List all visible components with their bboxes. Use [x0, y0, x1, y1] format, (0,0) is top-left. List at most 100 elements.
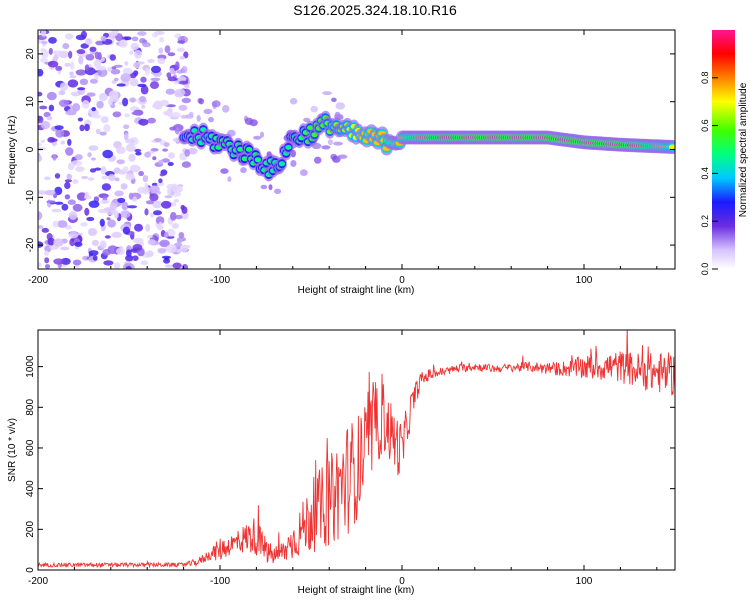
noise-blob	[125, 173, 135, 181]
noise-blob	[113, 64, 123, 68]
noise-blob	[99, 240, 107, 249]
scatter-blob	[181, 97, 191, 104]
noise-blob	[60, 257, 71, 265]
noise-blob	[120, 210, 131, 219]
noise-blob	[109, 201, 118, 211]
y-tick-label: 800	[25, 399, 36, 416]
spectrogram-marks	[38, 30, 675, 269]
noise-blob	[41, 40, 48, 45]
noise-blob	[81, 100, 90, 109]
noise-blob	[71, 160, 83, 167]
noise-blob	[46, 200, 56, 204]
noise-blob	[144, 151, 152, 158]
noise-blob	[174, 88, 186, 96]
noise-blob	[84, 207, 90, 216]
noise-blob	[69, 71, 74, 76]
noise-blob	[61, 203, 69, 211]
scatter-blob	[253, 135, 262, 140]
noise-blob	[108, 90, 119, 100]
noise-blob	[163, 142, 170, 148]
noise-blob	[59, 246, 70, 251]
colorbar-tick-label: 0.8	[700, 72, 710, 85]
noise-blob	[144, 182, 149, 192]
noise-blob	[167, 76, 177, 82]
noise-blob	[124, 36, 132, 41]
noise-blob	[184, 84, 190, 89]
noise-blob	[40, 139, 45, 143]
noise-blob	[161, 158, 171, 163]
x-tick-label: -100	[210, 576, 230, 587]
noise-blob	[125, 249, 132, 257]
noise-blob	[101, 183, 112, 191]
noise-blob	[72, 103, 81, 112]
noise-blob	[180, 204, 185, 211]
noise-blob	[132, 255, 139, 261]
noise-blob	[175, 214, 183, 220]
noise-blob	[145, 224, 151, 232]
noise-blob	[162, 148, 169, 152]
noise-blob	[140, 76, 147, 83]
y-tick-label: 20	[25, 48, 36, 60]
scatter-blob	[314, 156, 322, 164]
noise-blob	[140, 85, 149, 95]
noise-blob	[165, 88, 175, 95]
colorbar-tick-label: 0.4	[700, 167, 710, 180]
noise-blob	[59, 82, 68, 91]
scatter-blob	[300, 169, 308, 177]
noise-blob	[64, 179, 72, 183]
snr-series-line	[38, 330, 675, 569]
noise-blob	[100, 35, 107, 42]
noise-blob	[130, 42, 140, 51]
noise-blob	[102, 149, 114, 159]
scatter-blob	[290, 160, 297, 167]
noise-blob	[92, 255, 98, 261]
noise-blob	[150, 77, 161, 82]
scatter-blob	[187, 147, 198, 155]
noise-blob	[132, 244, 143, 251]
spectrogram-y-axis: -20 -10 0 10 20	[25, 48, 675, 252]
colorbar-tick-label: 0.2	[700, 215, 710, 228]
x-tick-label: 100	[576, 576, 593, 587]
noise-blob	[54, 186, 63, 196]
noise-blob	[77, 87, 86, 91]
noise-blob	[67, 199, 76, 205]
noise-blob	[46, 116, 53, 121]
noise-blob	[122, 67, 133, 76]
noise-blob	[101, 175, 108, 180]
noise-blob	[68, 50, 73, 59]
y-tick-label: 200	[25, 521, 36, 538]
noise-blob	[151, 33, 158, 38]
noise-blob	[124, 61, 129, 66]
scatter-blob	[335, 102, 346, 110]
noise-blob	[70, 61, 75, 70]
noise-blob	[85, 54, 95, 61]
noise-blob	[69, 75, 77, 79]
scatter-blob	[184, 149, 190, 157]
noise-blob	[128, 97, 137, 103]
noise-blob	[44, 176, 51, 181]
noise-blob	[137, 83, 147, 88]
noise-blob	[145, 67, 150, 76]
noise-blob	[98, 92, 108, 102]
scatter-blob	[240, 167, 247, 174]
noise-blob	[173, 199, 180, 203]
noise-blob	[152, 200, 163, 209]
noise-blob	[115, 33, 123, 42]
noise-blob	[43, 111, 51, 118]
noise-blob	[157, 248, 167, 254]
noise-blob	[90, 51, 96, 55]
noise-blob	[84, 64, 90, 72]
scatter-blob	[259, 131, 265, 138]
scatter-blob	[337, 154, 348, 159]
noise-blob	[151, 182, 158, 187]
noise-blob	[100, 199, 110, 204]
noise-blob	[149, 193, 159, 202]
scatter-blob	[333, 141, 343, 146]
noise-blob	[158, 178, 163, 184]
noise-blob	[141, 104, 146, 109]
noise-blob	[178, 80, 189, 85]
noise-blob	[77, 117, 83, 122]
noise-blob	[115, 146, 126, 154]
snr-frame	[37, 329, 676, 571]
noise-blob	[167, 52, 176, 57]
